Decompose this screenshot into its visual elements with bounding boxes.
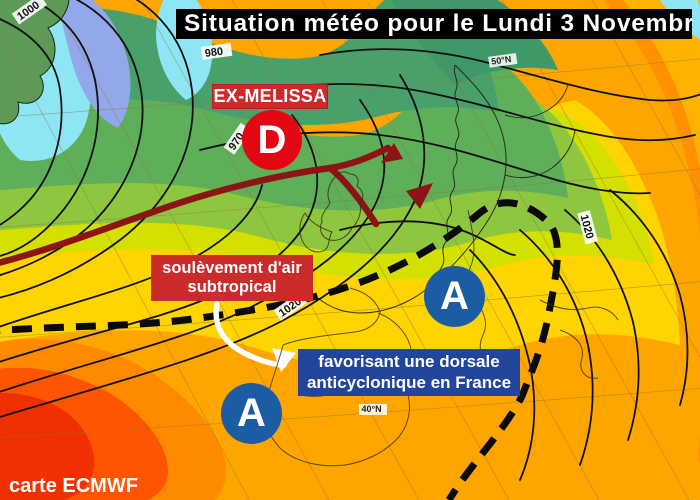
svg-text:980: 980 <box>204 46 224 60</box>
svg-text:40°N: 40°N <box>362 404 382 414</box>
